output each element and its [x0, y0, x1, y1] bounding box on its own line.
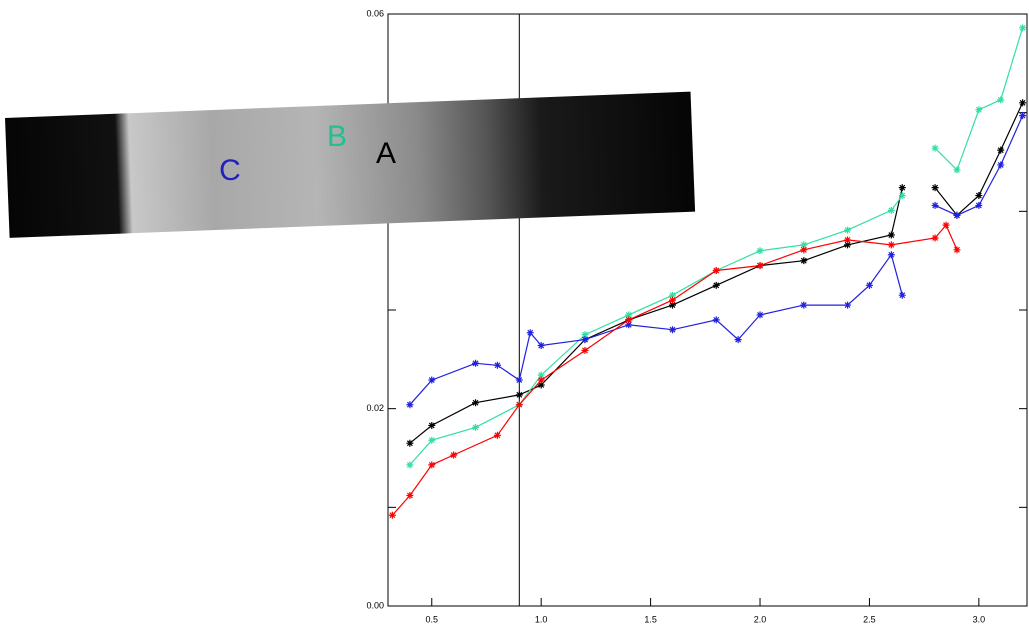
x-tick-label: 2.0 [754, 614, 767, 624]
point-marker [406, 491, 414, 499]
x-tick-label: 3.0 [973, 614, 986, 624]
point-marker [668, 326, 676, 334]
point-marker [800, 241, 808, 249]
point-marker [844, 241, 852, 249]
point-marker [493, 431, 501, 439]
point-marker [931, 201, 939, 209]
point-marker [953, 246, 961, 254]
point-marker [975, 201, 983, 209]
point-marker [997, 96, 1005, 104]
x-tick-label: 0.5 [426, 614, 439, 624]
point-marker [668, 296, 676, 304]
point-marker [953, 166, 961, 174]
point-marker [931, 144, 939, 152]
point-marker [537, 371, 545, 379]
point-marker [406, 401, 414, 409]
x-tick-label: 1.5 [644, 614, 657, 624]
point-marker [756, 262, 764, 270]
point-marker [537, 376, 545, 384]
point-marker [472, 359, 480, 367]
point-marker [450, 451, 458, 459]
series-line [409, 27, 1024, 466]
x-tick-label: 2.5 [863, 614, 876, 624]
point-marker [953, 211, 961, 219]
point-marker [712, 316, 720, 324]
point-marker [428, 376, 436, 384]
point-marker [428, 461, 436, 469]
y-tick-label: 0.02 [366, 403, 384, 413]
point-marker [844, 236, 852, 244]
point-marker [515, 391, 523, 399]
point-marker [712, 267, 720, 275]
x-tick-label: 1.0 [535, 614, 548, 624]
point-marker [581, 331, 589, 339]
point-marker [898, 184, 906, 192]
point-marker [800, 301, 808, 309]
point-marker [844, 301, 852, 309]
point-marker [865, 281, 873, 289]
point-marker [997, 146, 1005, 154]
point-marker [975, 192, 983, 200]
point-marker [406, 461, 414, 469]
grayscale-image [5, 91, 696, 238]
point-marker [756, 311, 764, 319]
point-marker [625, 321, 633, 329]
annotation: A [376, 137, 396, 170]
point-marker [428, 421, 436, 429]
series-line [391, 223, 958, 516]
point-marker [975, 106, 983, 114]
point-marker [887, 206, 895, 214]
point-marker [800, 246, 808, 254]
point-marker [581, 346, 589, 354]
point-marker [625, 316, 633, 324]
point-marker [581, 336, 589, 344]
point-marker [668, 291, 676, 299]
point-marker [472, 399, 480, 407]
point-marker [734, 336, 742, 344]
point-marker [931, 234, 939, 242]
point-marker [1019, 24, 1027, 32]
y-tick-label: 0.00 [366, 600, 384, 610]
point-marker [712, 281, 720, 289]
point-marker [406, 439, 414, 447]
annotation: C [219, 154, 241, 187]
point-marker [898, 291, 906, 299]
point-marker [668, 301, 676, 309]
point-marker [388, 511, 396, 519]
point-marker [887, 231, 895, 239]
point-marker [625, 311, 633, 319]
point-marker [515, 401, 523, 409]
point-marker [800, 257, 808, 265]
point-marker [942, 221, 950, 229]
point-marker [493, 361, 501, 369]
point-marker [1019, 99, 1027, 107]
point-marker [898, 192, 906, 200]
point-marker [756, 247, 764, 255]
point-marker [428, 436, 436, 444]
point-marker [515, 376, 523, 384]
point-marker [887, 241, 895, 249]
annotation: B [327, 120, 347, 153]
image-strip [5, 91, 696, 238]
point-marker [472, 423, 480, 431]
point-marker [997, 161, 1005, 169]
point-marker [537, 381, 545, 389]
point-marker [537, 342, 545, 350]
point-marker [526, 329, 534, 337]
point-marker [1019, 112, 1027, 120]
point-marker [844, 226, 852, 234]
y-tick-label: 0.06 [366, 8, 384, 18]
point-marker [931, 184, 939, 192]
point-marker [887, 251, 895, 259]
